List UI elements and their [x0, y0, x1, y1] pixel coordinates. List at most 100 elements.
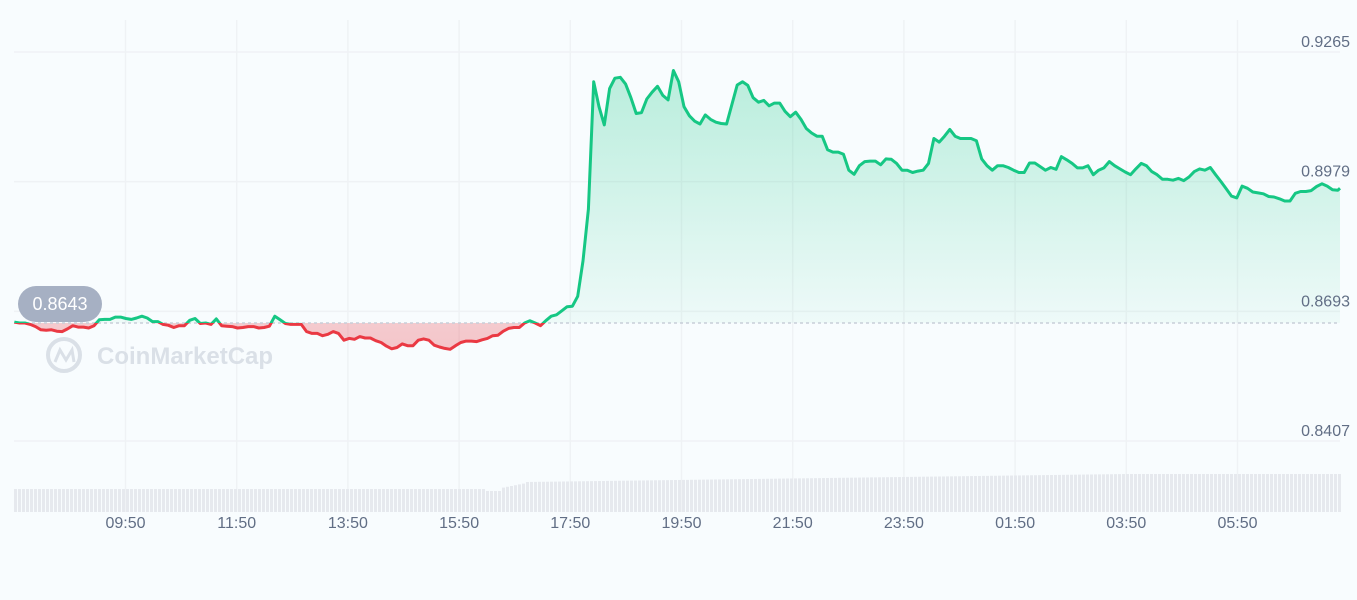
volume-bar	[366, 489, 369, 512]
volume-bar	[742, 479, 745, 512]
volume-bar	[866, 477, 869, 512]
volume-bar	[238, 489, 241, 512]
volume-bar	[502, 487, 505, 512]
volume-bar	[346, 489, 349, 512]
volume-bar	[138, 489, 141, 512]
volume-bar	[202, 489, 205, 512]
volume-bar	[1054, 474, 1057, 512]
volume-bar	[206, 489, 209, 512]
volume-bar	[670, 480, 673, 512]
x-tick-label: 01:50	[995, 515, 1035, 532]
volume-bar	[1258, 474, 1261, 512]
volume-bar	[678, 479, 681, 512]
volume-bar	[758, 478, 761, 512]
volume-bar	[894, 477, 897, 512]
volume-bar	[50, 489, 53, 512]
volume-bar	[506, 486, 509, 512]
volume-bar	[566, 481, 569, 512]
volume-bar	[922, 476, 925, 512]
volume-bar	[1302, 474, 1305, 512]
volume-bar	[858, 477, 861, 512]
volume-bar	[598, 481, 601, 512]
volume-bar	[1018, 475, 1021, 512]
volume-bar	[982, 475, 985, 512]
volume-bar	[646, 480, 649, 512]
volume-bar	[74, 489, 77, 512]
volume-bar	[1090, 474, 1093, 512]
volume-bar	[254, 489, 257, 512]
volume-bar	[222, 489, 225, 512]
volume-bar	[542, 481, 545, 512]
volume-bar	[626, 480, 629, 512]
watermark: CoinMarketCap	[46, 337, 273, 373]
x-tick-label: 09:50	[105, 515, 145, 532]
volume-bar	[278, 489, 281, 512]
volume-bar	[246, 489, 249, 512]
price-line-below-open	[14, 323, 546, 351]
volume-bar	[1206, 474, 1209, 512]
volume-bar	[38, 489, 41, 512]
volume-bar	[1322, 474, 1325, 512]
volume-bar	[990, 475, 993, 512]
volume-bar	[874, 477, 877, 512]
volume-bar	[714, 479, 717, 512]
volume-bar	[822, 478, 825, 512]
volume-bar	[1286, 474, 1289, 512]
volume-bar	[482, 489, 485, 512]
volume-bar	[94, 489, 97, 512]
volume-bar	[130, 489, 133, 512]
volume-bar	[330, 489, 333, 512]
x-tick-label: 17:50	[550, 515, 590, 532]
volume-bar	[198, 489, 201, 512]
x-tick-label: 19:50	[661, 515, 701, 532]
volume-bar	[514, 485, 517, 512]
volume-bar	[230, 489, 233, 512]
volume-bar	[1246, 474, 1249, 512]
y-tick-label: 0.8979	[1301, 164, 1350, 181]
volume-bar	[242, 489, 245, 512]
volume-bar	[1334, 474, 1337, 512]
volume-bar	[430, 489, 433, 512]
volume-bar	[298, 489, 301, 512]
volume-bar	[650, 480, 653, 512]
volume-bar	[754, 478, 757, 512]
volume-bar	[870, 477, 873, 512]
volume-bar	[78, 489, 81, 512]
volume-bar	[1190, 474, 1193, 512]
volume-bar	[182, 489, 185, 512]
volume-bar	[642, 480, 645, 512]
volume-bar	[1122, 474, 1125, 512]
volume-bar	[1250, 474, 1253, 512]
volume-bar	[286, 489, 289, 512]
volume-bar	[1074, 474, 1077, 512]
volume-bar	[734, 479, 737, 512]
volume-bar	[1254, 474, 1257, 512]
volume-bar	[762, 478, 765, 512]
volume-bar	[1234, 474, 1237, 512]
volume-bar	[694, 479, 697, 512]
volume-bar	[602, 480, 605, 512]
volume-bar	[546, 481, 549, 512]
volume-bar	[806, 478, 809, 512]
volume-bar	[782, 478, 785, 512]
volume-bar	[986, 475, 989, 512]
volume-bar	[878, 477, 881, 512]
volume-bar	[1110, 474, 1113, 512]
volume-bar	[586, 481, 589, 512]
volume-bar	[1158, 474, 1161, 512]
volume-bar	[362, 489, 365, 512]
volume-bar	[1098, 474, 1101, 512]
volume-bar	[770, 478, 773, 512]
open-price-badge-label: 0.8643	[32, 294, 87, 314]
volume-bar	[302, 489, 305, 512]
volume-bar	[410, 489, 413, 512]
volume-bar	[954, 476, 957, 512]
volume-bar	[654, 480, 657, 512]
volume-bar	[794, 478, 797, 512]
volume-bar	[902, 476, 905, 512]
x-tick-label: 23:50	[884, 515, 924, 532]
volume-bar	[698, 479, 701, 512]
volume-bar	[998, 475, 1001, 512]
volume-bar	[1126, 474, 1129, 512]
coinmarketcap-logo-icon	[46, 337, 82, 373]
